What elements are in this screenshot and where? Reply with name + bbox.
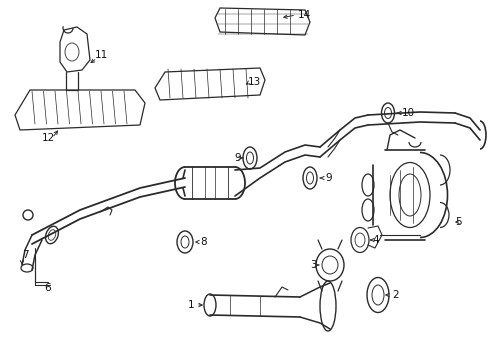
Text: 14: 14 <box>298 10 311 20</box>
Text: 2: 2 <box>392 290 399 300</box>
Text: 1: 1 <box>188 300 195 310</box>
Text: 5: 5 <box>455 217 462 227</box>
Text: 7: 7 <box>22 250 28 260</box>
Text: 6: 6 <box>45 283 51 293</box>
Text: 10: 10 <box>402 108 415 118</box>
Polygon shape <box>215 8 310 35</box>
Text: 11: 11 <box>95 50 108 60</box>
Text: 12: 12 <box>42 133 55 143</box>
Text: 4: 4 <box>372 235 379 245</box>
Text: 13: 13 <box>248 77 261 87</box>
Text: 9: 9 <box>234 153 241 163</box>
Polygon shape <box>15 90 145 130</box>
Text: 9: 9 <box>325 173 332 183</box>
Text: 8: 8 <box>200 237 207 247</box>
Text: 3: 3 <box>310 260 317 270</box>
Polygon shape <box>155 68 265 100</box>
